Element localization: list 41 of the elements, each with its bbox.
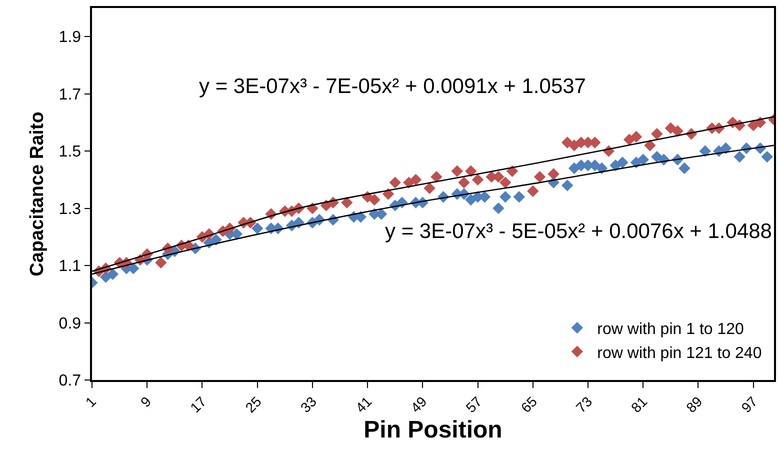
y-tick-label: 1.7 <box>58 86 82 104</box>
point <box>561 180 574 192</box>
x-tick-label: 25 <box>242 393 265 416</box>
point <box>499 191 512 203</box>
x-tick-label: 65 <box>518 393 540 416</box>
y-axis-title: Capacitance Raito <box>27 112 48 276</box>
x-tick-label: 97 <box>738 393 761 416</box>
x-tick-label: 57 <box>462 393 485 416</box>
x-tick-label: 33 <box>297 393 320 416</box>
x-axis-title: Pin Position <box>364 416 502 444</box>
point <box>637 154 649 166</box>
point <box>513 191 525 203</box>
x-tick-label: 73 <box>572 393 596 416</box>
point <box>251 222 264 234</box>
x-tick-label: 1 <box>82 393 100 410</box>
x-tick-label: 9 <box>137 393 154 410</box>
point <box>678 162 690 174</box>
x-tick-label: 41 <box>352 393 375 416</box>
point <box>492 202 504 214</box>
annotation: y = 3E-07x³ - 7E-05x² + 0.0091x + 1.0537 <box>199 75 586 98</box>
x-tick-label: 89 <box>682 393 706 416</box>
x-tick-label: 81 <box>628 393 650 416</box>
y-tick-label: 1.3 <box>58 200 82 218</box>
y-tick-label: 1.1 <box>58 258 82 276</box>
point <box>734 150 746 163</box>
x-tick-label: 49 <box>407 393 430 416</box>
annotation: y = 3E-07x³ - 5E-05x² + 0.0076x + 1.0488 <box>385 220 772 243</box>
y-tick-label: 0.7 <box>58 372 82 390</box>
x-tick-label: 17 <box>186 393 210 416</box>
y-tick-label: 0.9 <box>58 315 82 332</box>
point <box>210 234 222 246</box>
point <box>465 194 477 206</box>
y-tick-label: 1.9 <box>58 29 82 46</box>
point <box>106 268 119 280</box>
legend-label: row with pin 1 to 120 <box>597 320 744 338</box>
point <box>699 145 711 157</box>
point <box>720 142 732 154</box>
legend-label: row with pin 121 to 240 <box>597 344 762 362</box>
point <box>761 150 773 163</box>
point <box>616 156 628 168</box>
y-tick-label: 1.5 <box>58 144 82 161</box>
